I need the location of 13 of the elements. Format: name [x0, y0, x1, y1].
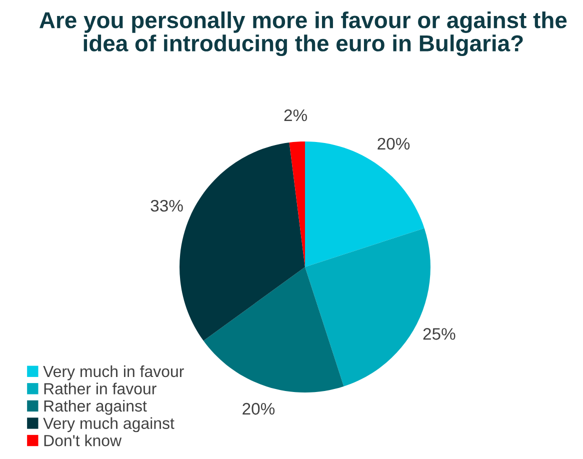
pie-slice [289, 142, 305, 267]
legend-label: Very much in favour [43, 365, 184, 380]
data-label: 20% [242, 402, 275, 415]
data-label: 25% [423, 328, 456, 340]
pie-slice [203, 267, 344, 392]
chart-title: Are you personally more in favour or against the idea of introducing the euro in Bulgaria? [40, 11, 567, 56]
data-label: 33% [150, 200, 183, 212]
legend-label: Don't know [44, 434, 122, 446]
legend-label: Rather in favour [44, 382, 156, 394]
data-label: 20% [378, 138, 410, 150]
legend-label: Very much against [43, 417, 174, 432]
legend-label: Rather against [44, 400, 147, 415]
data-label: 2% [284, 109, 307, 122]
